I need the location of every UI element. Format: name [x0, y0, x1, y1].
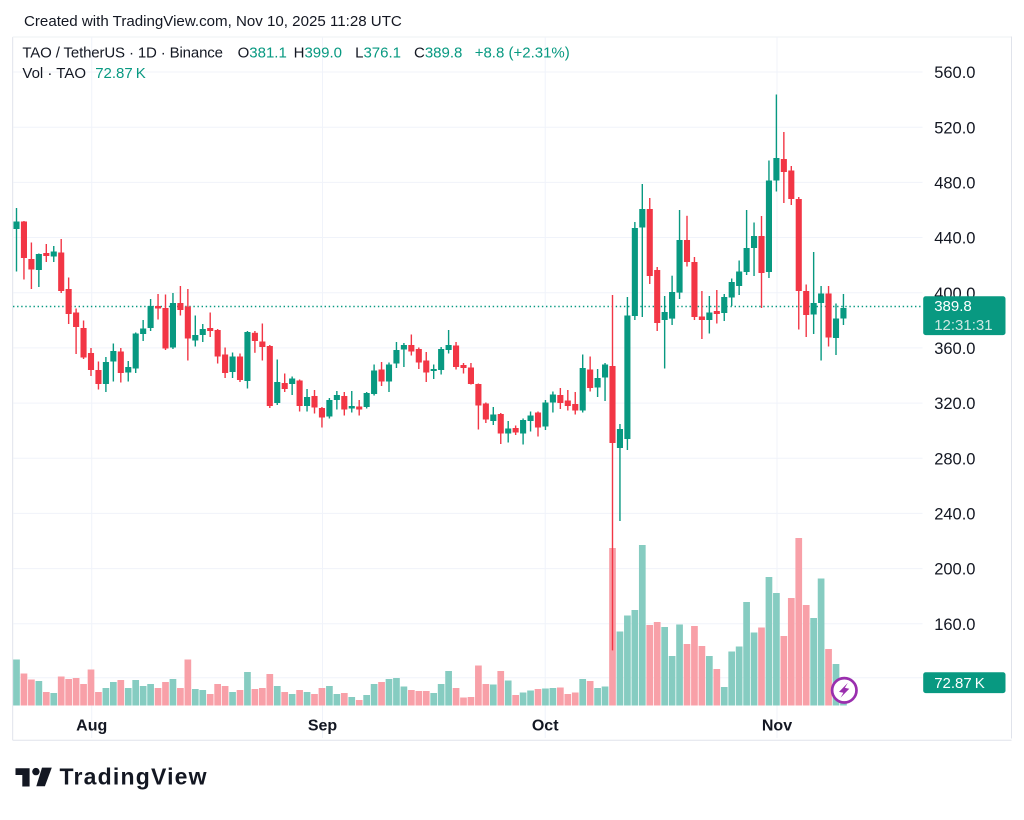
svg-text:O381.1: O381.1: [238, 45, 287, 62]
svg-text:560.0: 560.0: [934, 64, 975, 82]
svg-text:C389.8: C389.8: [414, 45, 462, 62]
svg-text:280.0: 280.0: [934, 450, 975, 468]
svg-text:360.0: 360.0: [934, 340, 975, 358]
svg-text:H399.0: H399.0: [294, 45, 342, 62]
svg-text:TradingView: TradingView: [60, 764, 208, 790]
svg-text:72.87 K: 72.87 K: [95, 65, 146, 82]
svg-text:320.0: 320.0: [934, 395, 975, 413]
svg-text:389.8: 389.8: [934, 298, 972, 315]
svg-text:160.0: 160.0: [934, 616, 975, 634]
svg-text:Vol · TAO: Vol · TAO: [22, 65, 86, 82]
svg-text:520.0: 520.0: [934, 119, 975, 137]
svg-text:440.0: 440.0: [934, 230, 975, 248]
svg-text:Sep: Sep: [308, 717, 338, 734]
svg-text:Aug: Aug: [76, 717, 107, 734]
svg-text:+8.8 (+2.31%): +8.8 (+2.31%): [475, 45, 570, 62]
svg-text:200.0: 200.0: [934, 561, 975, 579]
svg-text:12:31:31: 12:31:31: [934, 317, 992, 334]
svg-text:Nov: Nov: [762, 717, 792, 734]
svg-text:L376.1: L376.1: [355, 45, 401, 62]
svg-text:Oct: Oct: [532, 717, 559, 734]
svg-text:Created with TradingView.com,: Created with TradingView.com, Nov 10, 20…: [24, 13, 402, 30]
svg-text:72.87 K: 72.87 K: [934, 675, 985, 692]
svg-text:480.0: 480.0: [934, 175, 975, 193]
svg-text:TAO / TetherUS · 1D · Binance: TAO / TetherUS · 1D · Binance: [22, 45, 222, 62]
svg-text:240.0: 240.0: [934, 506, 975, 524]
